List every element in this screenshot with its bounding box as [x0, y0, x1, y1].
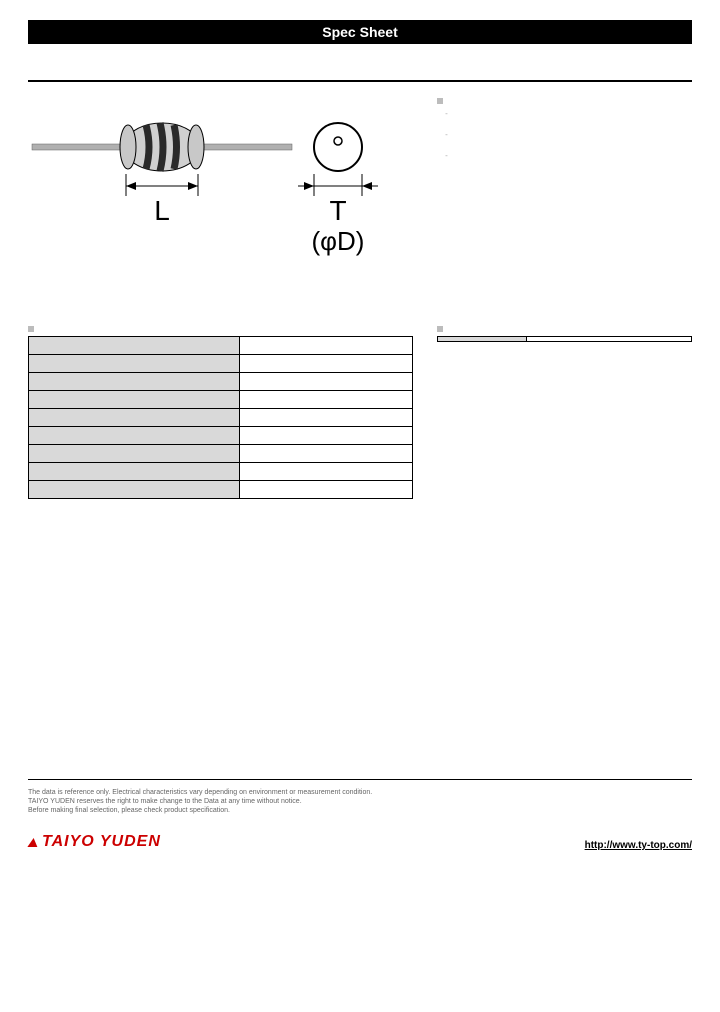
table-row [29, 373, 413, 391]
square-bullet-icon [437, 98, 443, 104]
package-heading [437, 326, 692, 332]
table-row [29, 355, 413, 373]
disclaimer-line: TAIYO YUDEN reserves the right to make c… [28, 797, 692, 806]
package-row [437, 336, 692, 342]
company-url[interactable]: http://www.ty-top.com/ [585, 840, 692, 851]
divider-top [28, 80, 692, 82]
table-row [29, 463, 413, 481]
brand-logo: TAIYO YUDEN [28, 833, 161, 851]
diagram-T-label: T [329, 195, 346, 226]
table-row [29, 427, 413, 445]
disclaimer-line: The data is reference only. Electrical c… [28, 788, 692, 797]
table-row [29, 409, 413, 427]
package-label [438, 337, 527, 341]
diagram-D-label: (φD) [312, 226, 365, 256]
divider-bottom [28, 779, 692, 780]
square-bullet-icon [28, 326, 34, 332]
spec-table [28, 336, 413, 499]
applications-list: - - - [445, 108, 692, 162]
applications-heading [437, 98, 692, 104]
table-row [29, 481, 413, 499]
square-bullet-icon [437, 326, 443, 332]
brand-triangle-icon [27, 838, 38, 847]
diagram-L-label: L [154, 195, 170, 226]
brand-text: TAIYO YUDEN [42, 833, 161, 851]
spec-sheet-banner: Spec Sheet [28, 20, 692, 44]
disclaimer-block: The data is reference only. Electrical c… [28, 788, 692, 815]
disclaimer-line: Before making final selection, please ch… [28, 806, 692, 815]
table-row [29, 391, 413, 409]
spec-table-heading [28, 326, 413, 332]
table-row [29, 445, 413, 463]
package-value [527, 337, 691, 341]
component-diagram: L T (φD) [28, 100, 413, 280]
table-row [29, 337, 413, 355]
